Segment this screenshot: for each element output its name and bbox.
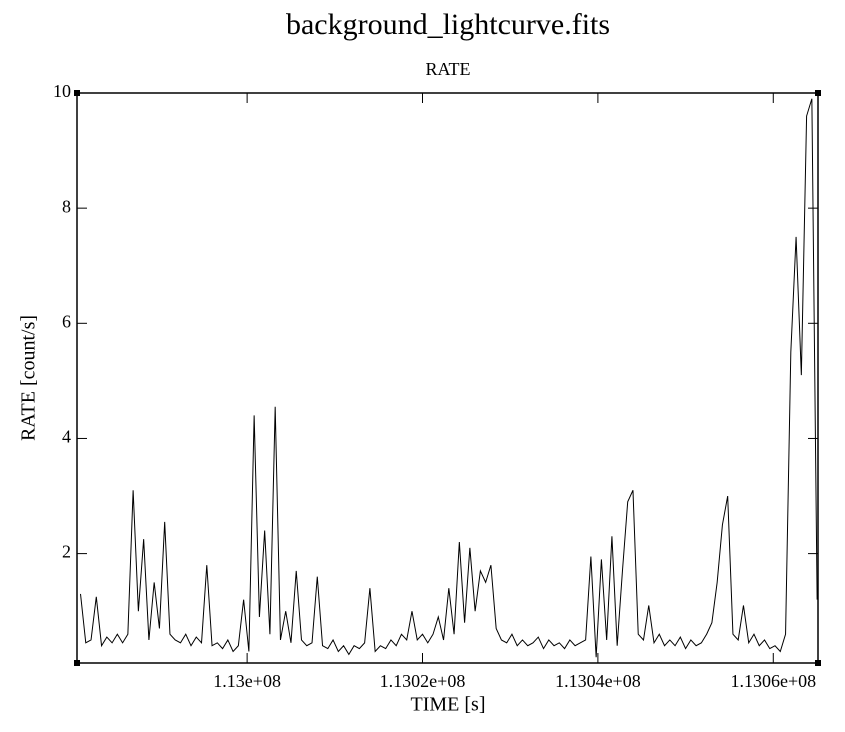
- y-tick-label: 8: [62, 196, 71, 216]
- x-axis-label: TIME [s]: [411, 694, 486, 716]
- chart-subtitle: RATE: [426, 59, 471, 79]
- chart-title: background_lightcurve.fits: [286, 8, 610, 41]
- corner-handle: [74, 660, 80, 666]
- y-axis-label: RATE [count/s]: [18, 315, 40, 441]
- plot-frame: [76, 92, 819, 664]
- x-tick-label: 1.1306e+08: [730, 671, 816, 691]
- x-tick-label: 1.1304e+08: [555, 671, 641, 691]
- corner-handle: [815, 660, 821, 666]
- x-tick-label: 1.1302e+08: [380, 671, 466, 691]
- x-tick-label: 1.13e+08: [213, 671, 281, 691]
- y-tick-label: 10: [53, 81, 71, 101]
- y-tick-label: 4: [62, 427, 71, 447]
- data-line: [80, 98, 818, 658]
- y-tick-label: 2: [62, 542, 71, 562]
- y-tick-label: 6: [62, 311, 71, 331]
